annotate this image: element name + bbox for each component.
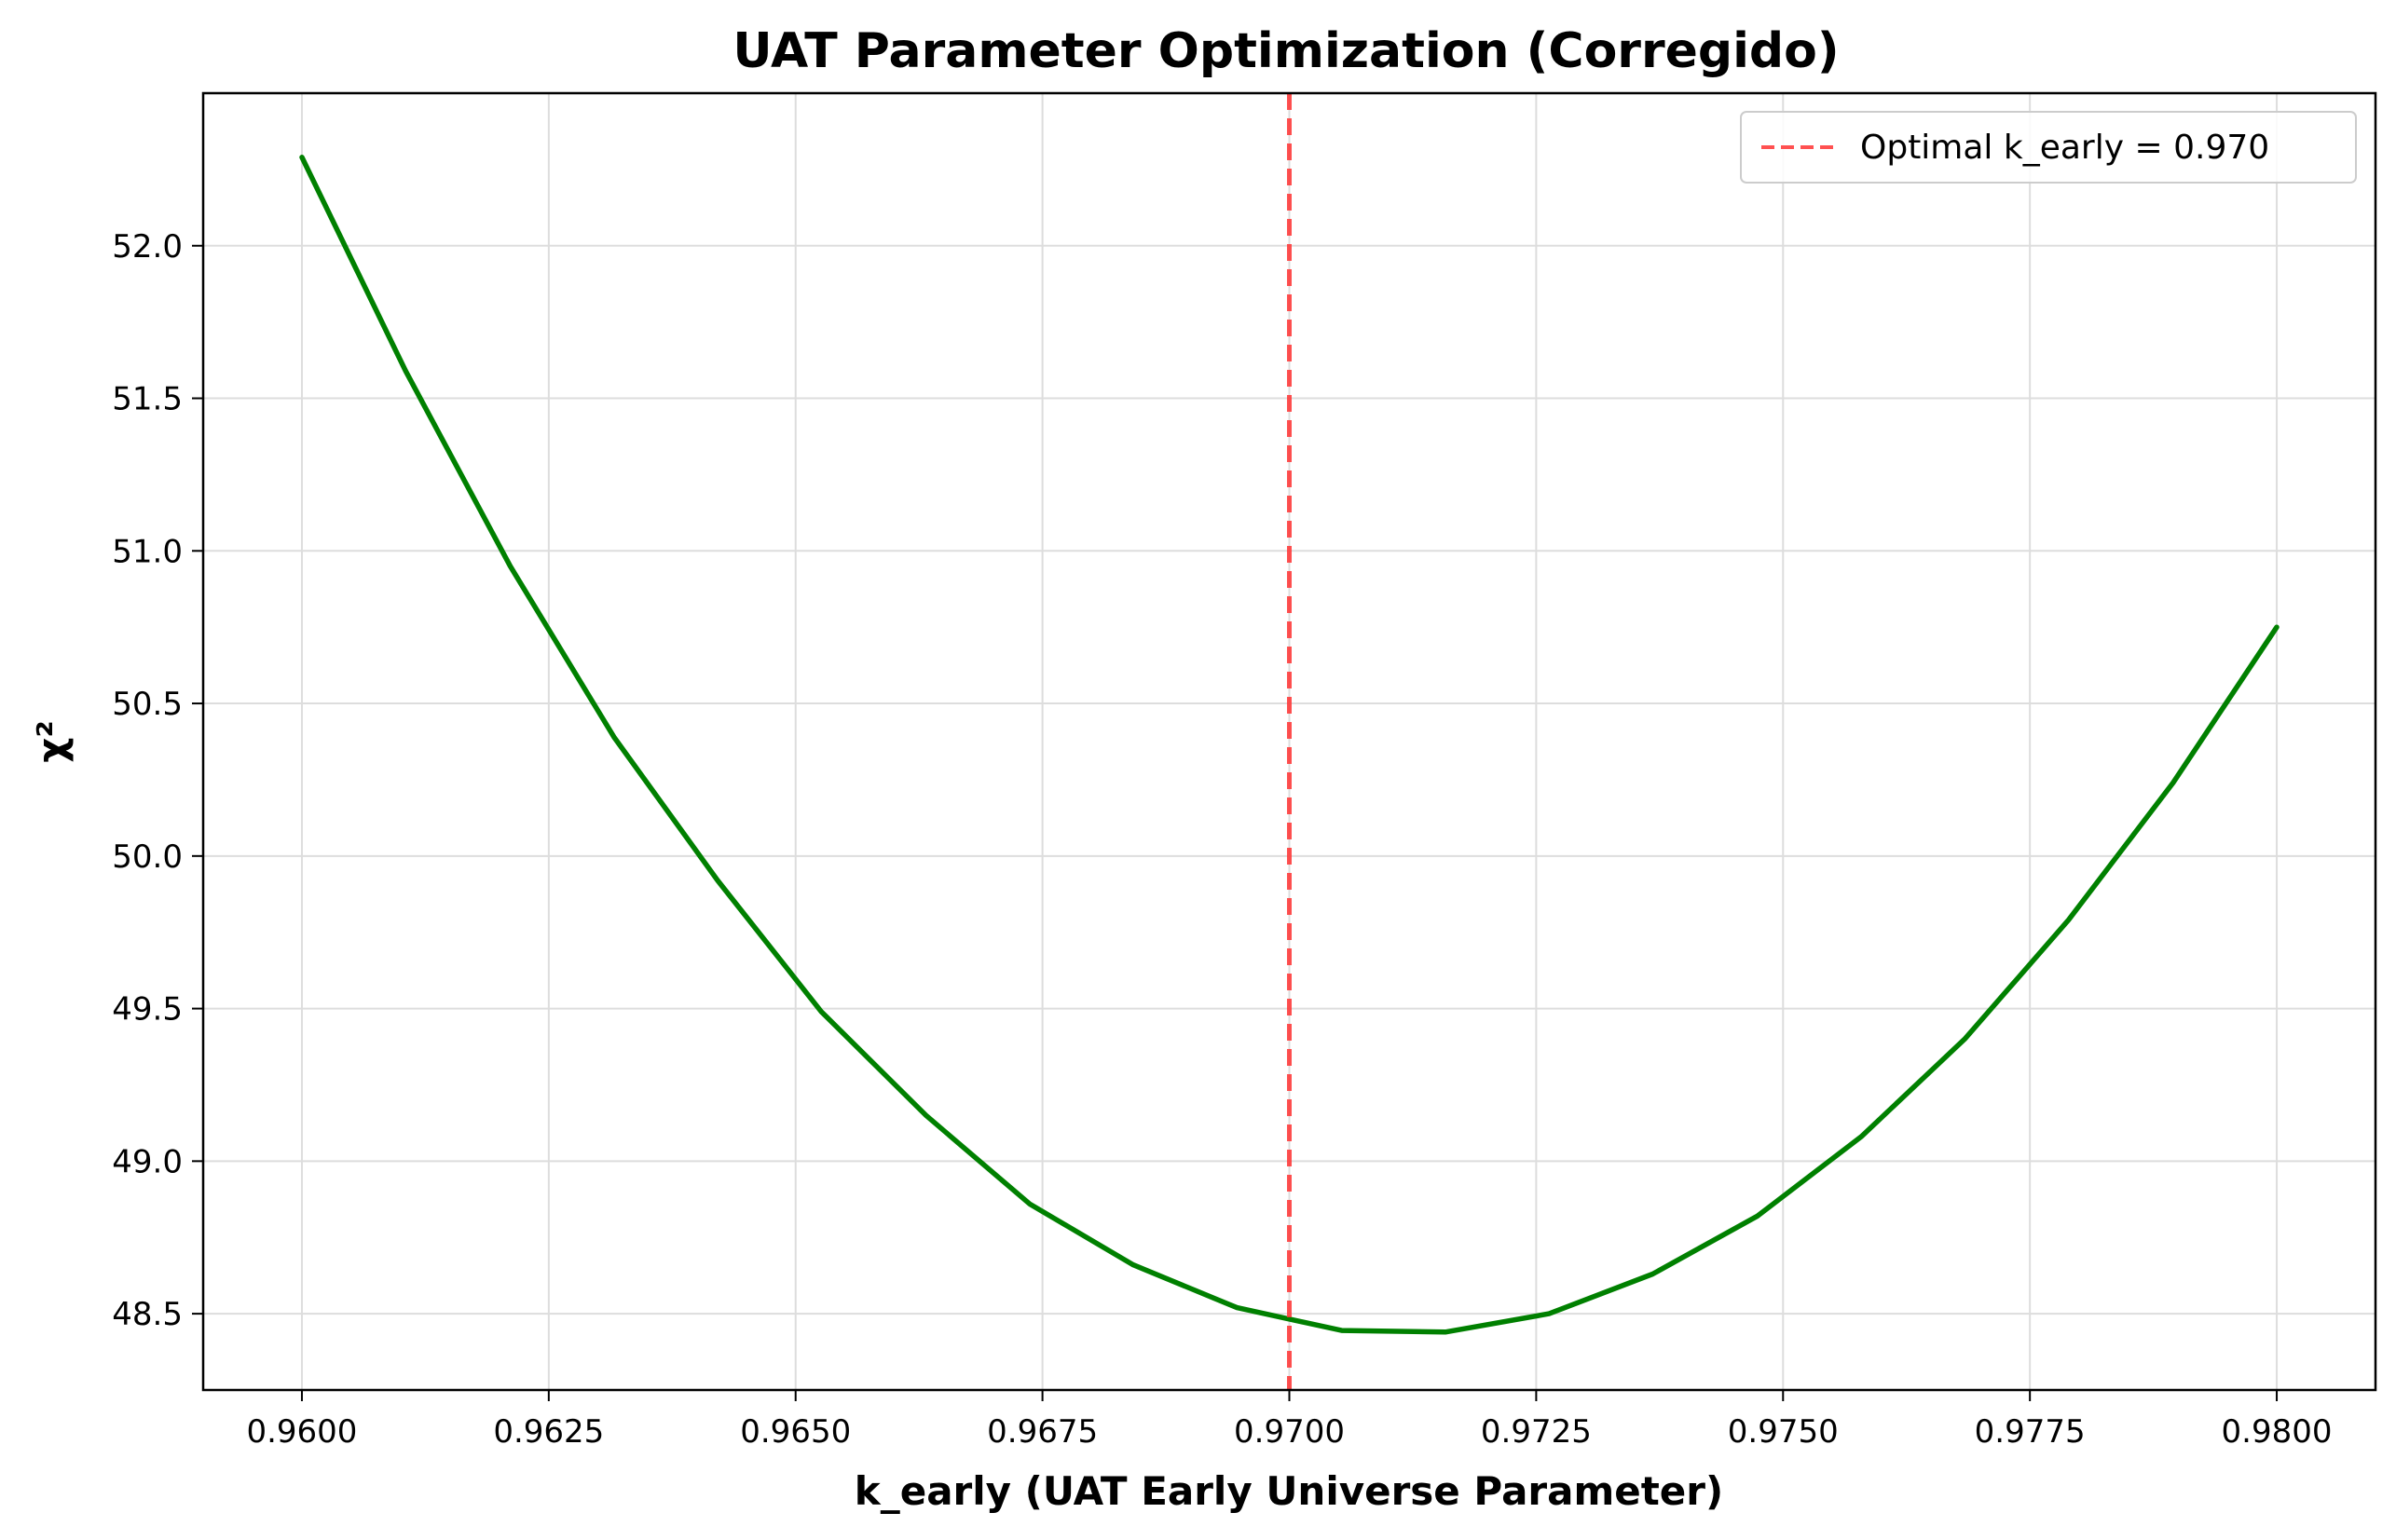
- legend: Optimal k_early = 0.970: [1740, 111, 2357, 184]
- x-tick-label-0: 0.9600: [246, 1413, 357, 1451]
- y-tick-label-7: 52.0: [112, 228, 183, 266]
- y-tick-label-2: 49.5: [112, 991, 183, 1029]
- x-tick-label-7: 0.9775: [1975, 1413, 2086, 1451]
- x-tick-label-5: 0.9725: [1481, 1413, 1592, 1451]
- y-axis-label: χ²: [29, 720, 75, 763]
- x-tick-label-1: 0.9625: [493, 1413, 604, 1451]
- x-tick-label-6: 0.9750: [1728, 1413, 1839, 1451]
- y-tick-label-0: 48.5: [112, 1296, 183, 1333]
- y-tick-label-1: 49.0: [112, 1143, 183, 1180]
- x-tick-label-8: 0.9800: [2222, 1413, 2333, 1451]
- y-tick-label-3: 50.0: [112, 838, 183, 876]
- grid-layer: [203, 93, 2375, 1390]
- series-line-chi2: [299, 155, 2280, 1335]
- y-tick-label-5: 51.0: [112, 533, 183, 570]
- x-tick-label-3: 0.9675: [987, 1413, 1098, 1451]
- x-axis-ticks: 0.9600 0.9625 0.9650 0.9675 0.9700 0.9725 0.97…: [246, 1390, 2333, 1451]
- plot-layer: [299, 93, 2280, 1390]
- y-axis-ticks: 48.5 49.0 49.5 50.0 50.5 51.0 51.5 52.0: [112, 228, 203, 1333]
- x-axis-label: k_early (UAT Early Universe Parameter): [855, 1468, 1723, 1514]
- chart-title: UAT Parameter Optimization (Corregido): [732, 23, 1839, 79]
- y-tick-label-4: 50.5: [112, 686, 183, 723]
- x-tick-label-4: 0.9700: [1234, 1413, 1345, 1451]
- legend-box: [1740, 111, 2357, 184]
- y-tick-label-6: 51.5: [112, 381, 183, 418]
- legend-label-vline: Optimal k_early = 0.970: [1860, 129, 2269, 167]
- x-tick-label-2: 0.9650: [740, 1413, 851, 1451]
